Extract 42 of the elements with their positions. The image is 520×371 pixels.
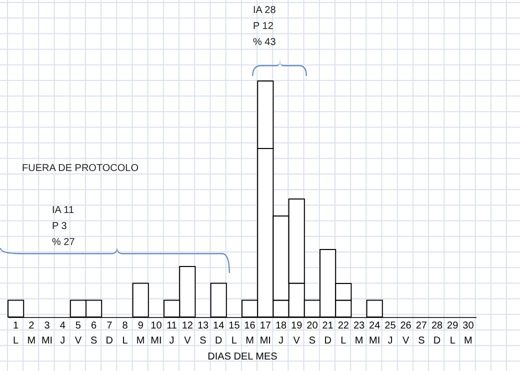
x-axis-title: DIAS DEL MES — [208, 352, 278, 362]
x-tick-label: 21 D — [322, 320, 334, 346]
text: IA 28 — [253, 5, 276, 16]
bar — [8, 300, 24, 318]
x-tick-label: 25 J — [384, 320, 396, 346]
x-tick-label: 10 MI — [150, 320, 162, 346]
x-tick-label: 14 D — [213, 320, 225, 346]
bar — [210, 282, 227, 318]
x-tick-label: 7 D — [106, 320, 114, 346]
text: P 12 — [253, 21, 274, 32]
x-tick-label: 9 M — [136, 320, 145, 346]
x-tick-label: 18 J — [275, 320, 287, 346]
annotation: % 27 — [52, 237, 75, 248]
x-tick-label: 13 S — [197, 320, 209, 346]
annotation: P 3 — [52, 221, 67, 232]
bar — [366, 300, 383, 318]
x-tick-label: 20 S — [306, 320, 318, 346]
x-tick-label: 28 D — [431, 320, 443, 346]
annotation: FUERA DE PROTOCOLO — [22, 163, 139, 174]
x-tick-label: 15 L — [228, 320, 240, 346]
x-tick-label: 1 L — [13, 320, 20, 346]
x-tick-label: 22 L — [338, 320, 350, 346]
x-tick-label: 17 MI — [260, 320, 272, 346]
x-tick-label: 23 M — [353, 320, 365, 346]
x-tick-label: 16 M — [244, 320, 256, 346]
bar — [132, 282, 149, 318]
x-tick-label: 12 V — [182, 320, 194, 346]
x-tick-label: 5 V — [74, 320, 82, 346]
x-tick-label: 26 V — [400, 320, 412, 346]
x-tick-label: 30 M — [462, 320, 474, 346]
x-tick-label: 2 M — [27, 320, 36, 346]
x-tick-label: 8 L — [122, 320, 128, 346]
x-tick-label: 19 V — [291, 320, 303, 346]
annotation: IA 11 — [52, 205, 74, 216]
x-tick-label: 3 MI — [41, 320, 53, 346]
x-tick-label: 6 S — [90, 320, 98, 346]
x-tick-label: 24 MI — [369, 320, 381, 346]
x-tick-label: 11 J — [166, 320, 178, 346]
x-tick-label: 27 S — [416, 320, 428, 346]
text: % 43 — [253, 37, 276, 48]
x-tick-label: 4 J — [60, 320, 66, 346]
x-tick-label: 29 L — [447, 320, 459, 346]
